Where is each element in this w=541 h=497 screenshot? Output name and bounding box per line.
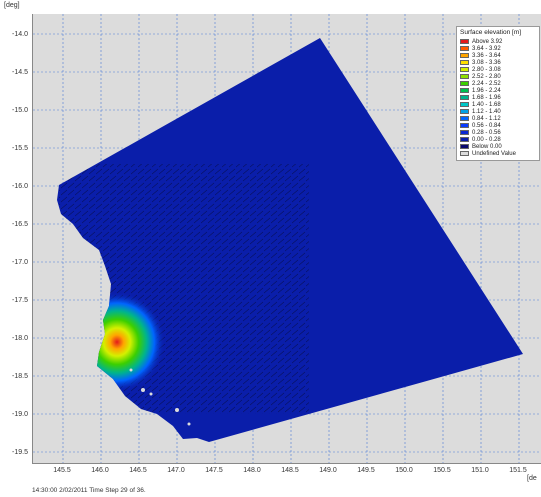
legend-swatch xyxy=(460,88,469,93)
legend-entry: Undefined Value xyxy=(460,150,536,157)
map-canvas[interactable] xyxy=(33,14,541,463)
legend-label: 1.96 - 2.24 xyxy=(472,87,501,94)
legend-label: 1.12 - 1.40 xyxy=(472,108,501,115)
legend-swatch xyxy=(460,39,469,44)
x-tick-label: 150.0 xyxy=(395,467,413,474)
y-axis-unit: [deg] xyxy=(4,2,20,9)
legend-entry: 2.52 - 2.80 xyxy=(460,73,536,80)
legend-label: 0.28 - 0.56 xyxy=(472,129,501,136)
legend-swatch xyxy=(460,46,469,51)
surface-elevation-legend[interactable]: Surface elevation [m] Above 3.92 3.64 - 3… xyxy=(456,26,540,161)
x-tick-label: 149.5 xyxy=(357,467,375,474)
x-axis-unit: [de xyxy=(527,475,537,482)
legend-title: Surface elevation [m] xyxy=(460,29,522,36)
legend-swatch xyxy=(460,116,469,121)
legend-swatch xyxy=(460,109,469,114)
legend-label: 1.40 - 1.68 xyxy=(472,101,501,108)
x-tick-label: 148.5 xyxy=(281,467,299,474)
legend-label: Below 0.00 xyxy=(472,143,502,150)
y-tick-label: -17.0 xyxy=(12,259,28,266)
legend-label: 3.08 - 3.36 xyxy=(472,59,501,66)
legend-entry: 3.64 - 3.92 xyxy=(460,45,536,52)
legend-swatch xyxy=(460,130,469,135)
legend-entry: 3.08 - 3.36 xyxy=(460,59,536,66)
y-tick-label: -16.0 xyxy=(12,183,28,190)
legend-swatch xyxy=(460,81,469,86)
legend-swatch xyxy=(460,53,469,58)
legend-entry: 1.40 - 1.68 xyxy=(460,101,536,108)
y-tick-label: -18.5 xyxy=(12,373,28,380)
y-tick-label: -15.5 xyxy=(12,145,28,152)
y-tick-label: -17.5 xyxy=(12,297,28,304)
legend-entry: 1.96 - 2.24 xyxy=(460,87,536,94)
legend-label: 2.80 - 3.08 xyxy=(472,66,501,73)
status-time-step: 14:30:00 2/02/2011 Time Step 29 of 36. xyxy=(32,487,146,494)
legend-entry: 0.56 - 0.84 xyxy=(460,122,536,129)
x-tick-label: 147.0 xyxy=(167,467,185,474)
legend-swatch xyxy=(460,74,469,79)
y-tick-label: -15.0 xyxy=(12,107,28,114)
legend-entry: 1.68 - 1.96 xyxy=(460,94,536,101)
x-tick-label: 151.0 xyxy=(471,467,489,474)
legend-swatch xyxy=(460,123,469,128)
legend-items: Above 3.92 3.64 - 3.92 3.36 - 3.64 3.08 - 3… xyxy=(460,38,536,157)
legend-swatch xyxy=(460,60,469,65)
legend-entry: 2.80 - 3.08 xyxy=(460,66,536,73)
legend-entry: Above 3.92 xyxy=(460,38,536,45)
legend-entry: 0.00 - 0.28 xyxy=(460,136,536,143)
legend-label: 2.24 - 2.52 xyxy=(472,80,501,87)
surge-hotspot xyxy=(69,292,165,392)
x-tick-label: 151.5 xyxy=(509,467,527,474)
legend-entry: 2.24 - 2.52 xyxy=(460,80,536,87)
y-tick-label: -14.0 xyxy=(12,31,28,38)
x-tick-label: 146.5 xyxy=(129,467,147,474)
legend-entry: 0.84 - 1.12 xyxy=(460,115,536,122)
y-tick-label: -19.0 xyxy=(12,411,28,418)
legend-label: 0.56 - 0.84 xyxy=(472,122,501,129)
legend-entry: Below 0.00 xyxy=(460,143,536,150)
legend-entry: 3.36 - 3.64 xyxy=(460,52,536,59)
y-tick-label: -14.5 xyxy=(12,69,28,76)
legend-swatch xyxy=(460,67,469,72)
legend-label: 0.84 - 1.12 xyxy=(472,115,501,122)
x-tick-label: 148.0 xyxy=(243,467,261,474)
current-vector-field xyxy=(59,164,309,414)
legend-swatch xyxy=(460,137,469,142)
legend-swatch xyxy=(460,144,469,149)
coastline-islands xyxy=(129,368,191,426)
legend-label: 3.64 - 3.92 xyxy=(472,45,501,52)
legend-swatch xyxy=(460,95,469,100)
legend-label: 0.00 - 0.28 xyxy=(472,136,501,143)
x-tick-label: 150.5 xyxy=(433,467,451,474)
legend-entry: 0.28 - 0.56 xyxy=(460,129,536,136)
legend-label: 3.36 - 3.64 xyxy=(472,52,501,59)
x-tick-label: 145.5 xyxy=(53,467,71,474)
y-tick-label: -19.5 xyxy=(12,449,28,456)
legend-label: Above 3.92 xyxy=(472,38,503,45)
x-tick-label: 146.0 xyxy=(91,467,109,474)
y-tick-label: -18.0 xyxy=(12,335,28,342)
legend-swatch xyxy=(460,102,469,107)
x-tick-label: 149.0 xyxy=(319,467,337,474)
legend-entry: 1.12 - 1.40 xyxy=(460,108,536,115)
x-tick-label: 147.5 xyxy=(205,467,223,474)
legend-swatch xyxy=(460,151,469,156)
legend-label: 1.68 - 1.96 xyxy=(472,94,501,101)
y-tick-label: -16.5 xyxy=(12,221,28,228)
legend-label: Undefined Value xyxy=(472,150,516,157)
legend-label: 2.52 - 2.80 xyxy=(472,73,501,80)
